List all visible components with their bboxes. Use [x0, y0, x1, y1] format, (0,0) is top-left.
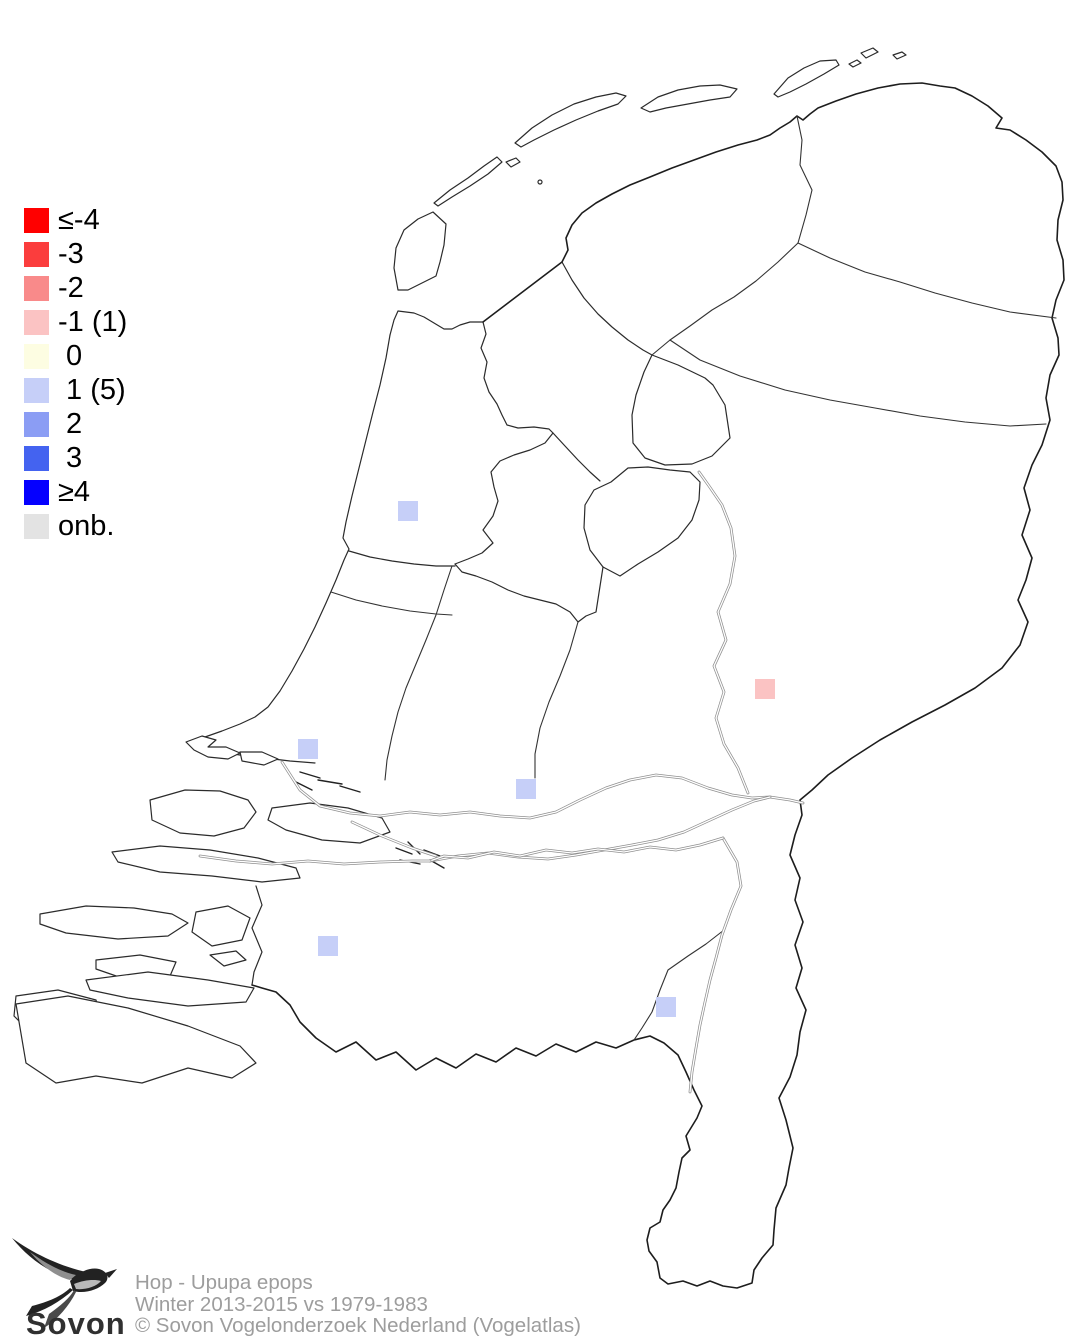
caption-copyright: © Sovon Vogelonderzoek Nederland (Vogela…: [135, 1314, 581, 1338]
brabant-west-border: [251, 885, 263, 986]
legend-color-swatch: [24, 343, 49, 369]
province-borders: [330, 115, 1057, 1041]
legend-color-swatch: [24, 411, 49, 437]
legend-row: 3: [24, 441, 127, 475]
caption-species: Hop - Upupa epops: [135, 1271, 313, 1294]
legend-row: onb.: [24, 509, 127, 543]
legend-row: 2: [24, 407, 127, 441]
legend-label: ≤-4: [58, 203, 100, 236]
island-ameland: [640, 84, 738, 113]
legend-color-swatch: [24, 513, 49, 539]
legend-row: 0: [24, 339, 127, 373]
caption-period: Winter 2013-2015 vs 1979-1983: [135, 1292, 428, 1316]
legend-row: -2: [24, 271, 127, 305]
tholen: [191, 905, 251, 947]
border-zuidholland-utrecht: [384, 565, 453, 781]
legend-color-swatch: [24, 445, 49, 471]
islets-east: [848, 47, 907, 68]
zeeland-delta: [13, 789, 445, 1084]
map-cell-marker: [298, 739, 318, 759]
legend-color-swatch: [24, 309, 49, 335]
houtribdijk: [552, 432, 601, 482]
afsluitdijk: [482, 261, 563, 323]
sint-philipsland: [209, 950, 247, 967]
border-friesland-drenthe: [651, 242, 799, 356]
legend-label: -3: [58, 237, 84, 270]
legend-label: -1 (1): [58, 305, 128, 338]
legend-color-swatch: [24, 241, 49, 267]
harbour-scribbles: [295, 771, 361, 793]
border-groningen-drenthe: [797, 242, 1057, 319]
border-drenthe-overijssel: [669, 339, 1047, 427]
coastlines: [185, 82, 1065, 1289]
schouwen-duiveland: [39, 905, 189, 940]
legend-row: -3: [24, 237, 127, 271]
legend-label: ≥4: [58, 475, 91, 508]
border-friesland-groningen: [796, 115, 813, 244]
legend-row: -1 (1): [24, 305, 127, 339]
zuid-beveland: [85, 971, 255, 1007]
legend-row: 1 (5): [24, 373, 127, 407]
legend-color-swatch: [24, 275, 49, 301]
legend-color-swatch: [24, 377, 49, 403]
wadden-islands: [393, 47, 907, 291]
map-cell-marker: [318, 936, 338, 956]
goeree-overflakkee: [111, 845, 301, 883]
legend: ≤-4 -3 -2 -1 (1) 0 1 (5) 2 3 ≥4 onb.: [24, 203, 127, 543]
border-noordholland-zuidholland: [330, 591, 453, 616]
map-captions: Hop - Upupa epops Winter 2013-2015 vs 19…: [135, 1272, 581, 1337]
legend-label: 0: [58, 339, 83, 372]
map-cell-marker: [656, 997, 676, 1017]
sovon-logo: [12, 1238, 117, 1328]
voorne-putten: [149, 789, 257, 837]
logo-wordmark: Sovon: [26, 1306, 126, 1341]
flevoland: [583, 466, 701, 577]
islet-dot: [537, 179, 543, 185]
rivers: [198, 470, 805, 1094]
islet: [505, 157, 521, 168]
coast-friesland-ijsselmeer: [561, 261, 653, 356]
border-utrecht-gelderland: [534, 621, 579, 779]
island-terschelling: [514, 92, 627, 148]
zeeuws-vlaanderen: [15, 995, 257, 1084]
legend-row: ≥4: [24, 475, 127, 509]
coast-west: [191, 334, 391, 744]
border-brabant-limburg: [633, 929, 725, 1041]
island-schiermonnikoog: [773, 59, 840, 98]
map-cell-marker: [398, 501, 418, 521]
island-vlieland: [433, 156, 503, 207]
legend-color-swatch: [24, 207, 49, 233]
legend-label: 3: [58, 441, 83, 474]
legend-color-swatch: [24, 479, 49, 505]
legend-label: 2: [58, 407, 83, 440]
noordoostpolder: [631, 354, 731, 466]
map-cell-marker: [755, 679, 775, 699]
legend-row: ≤-4: [24, 203, 127, 237]
island-texel: [393, 211, 447, 291]
map-cell-marker: [516, 779, 536, 799]
coast-noordholland: [389, 310, 554, 565]
national-border: [251, 82, 1065, 1289]
legend-label: onb.: [58, 509, 115, 542]
atlas-square-markers: [298, 501, 775, 1017]
coast-gooi: [454, 563, 604, 623]
legend-label: -2: [58, 271, 84, 304]
europoort-2: [239, 751, 279, 766]
noordzeekanaal: [348, 550, 456, 567]
swallow-icon: [12, 1238, 117, 1328]
europoort: [185, 735, 241, 760]
legend-label: 1 (5): [58, 373, 126, 406]
